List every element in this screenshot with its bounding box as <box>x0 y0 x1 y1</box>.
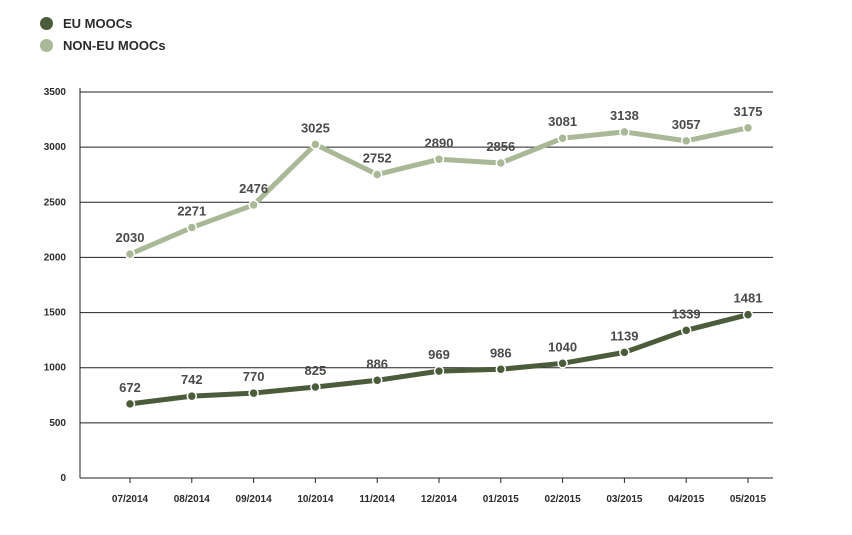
data-point-non-eu <box>124 248 136 260</box>
y-tick-label: 0 <box>60 473 66 484</box>
data-point-non-eu <box>186 222 198 233</box>
data-label-eu: 1339 <box>672 306 701 321</box>
data-label-eu: 825 <box>305 363 327 378</box>
data-label-non-eu: 2030 <box>116 230 145 245</box>
data-point-eu <box>495 364 507 375</box>
x-tick-label: 02/2015 <box>545 494 582 505</box>
x-tick-label: 05/2015 <box>730 494 767 505</box>
data-point-eu <box>680 325 692 336</box>
x-tick-label: 03/2015 <box>606 494 643 505</box>
x-tick-label: 04/2015 <box>668 494 705 505</box>
legend-item-non-eu: NON-EU MOOCs <box>40 34 166 56</box>
data-label-eu: 742 <box>181 372 203 387</box>
data-point-eu <box>371 375 383 386</box>
data-point-non-eu <box>248 199 259 211</box>
y-tick-label: 1500 <box>44 308 67 319</box>
data-point-non-eu <box>371 169 383 180</box>
x-tick-label: 11/2014 <box>359 494 395 505</box>
data-point-non-eu <box>680 135 692 147</box>
data-label-eu: 770 <box>243 369 265 384</box>
data-point-non-eu <box>433 154 445 165</box>
data-label-non-eu: 2752 <box>363 150 392 165</box>
data-label-non-eu: 3175 <box>734 104 763 119</box>
x-tick-label: 07/2014 <box>112 494 149 505</box>
data-point-non-eu <box>310 139 321 150</box>
data-label-eu: 672 <box>119 380 141 395</box>
data-label-eu: 969 <box>428 347 450 362</box>
legend-label-eu: EU MOOCs <box>63 15 133 31</box>
legend-marker-eu <box>40 16 53 30</box>
y-tick-label: 500 <box>49 418 66 429</box>
data-point-eu <box>124 398 136 410</box>
legend-label-non-eu: NON-EU MOOCs <box>63 37 166 53</box>
y-tick-label: 3500 <box>44 87 67 98</box>
data-label-non-eu: 3081 <box>548 114 577 129</box>
data-label-non-eu: 2271 <box>177 204 206 219</box>
data-label-eu: 1040 <box>548 339 577 354</box>
data-label-non-eu: 3057 <box>672 117 701 132</box>
legend: EU MOOCs NON-EU MOOCs <box>40 12 166 56</box>
data-label-eu: 986 <box>490 345 512 360</box>
y-tick-label: 2500 <box>44 197 67 208</box>
y-tick-label: 3000 <box>44 142 67 153</box>
data-label-eu: 1139 <box>610 328 638 343</box>
x-tick-label: 08/2014 <box>174 494 211 505</box>
data-label-eu: 1481 <box>734 291 763 306</box>
data-label-non-eu: 2890 <box>425 135 454 150</box>
data-label-eu: 886 <box>366 356 388 371</box>
x-tick-label: 12/2014 <box>421 494 458 505</box>
x-tick-label: 09/2014 <box>236 494 273 505</box>
data-label-non-eu: 3025 <box>301 120 330 135</box>
data-point-eu <box>186 390 198 402</box>
data-label-non-eu: 3138 <box>610 108 639 123</box>
y-tick-label: 1000 <box>44 363 67 374</box>
data-point-eu <box>248 387 259 399</box>
x-tick-label: 10/2014 <box>297 494 334 505</box>
legend-item-eu: EU MOOCs <box>40 12 166 34</box>
data-point-non-eu <box>742 122 754 134</box>
data-point-eu <box>619 347 630 358</box>
y-tick-label: 2000 <box>44 252 67 263</box>
data-point-eu <box>310 381 321 393</box>
data-point-eu <box>433 365 445 377</box>
data-point-non-eu <box>557 132 568 144</box>
data-point-non-eu <box>619 126 630 138</box>
data-label-non-eu: 2856 <box>486 139 515 154</box>
x-tick-label: 01/2015 <box>483 494 520 505</box>
data-point-non-eu <box>495 157 507 169</box>
legend-marker-non-eu <box>40 38 53 52</box>
data-point-eu <box>742 309 754 320</box>
data-label-non-eu: 2476 <box>239 181 268 196</box>
data-point-eu <box>557 358 568 369</box>
